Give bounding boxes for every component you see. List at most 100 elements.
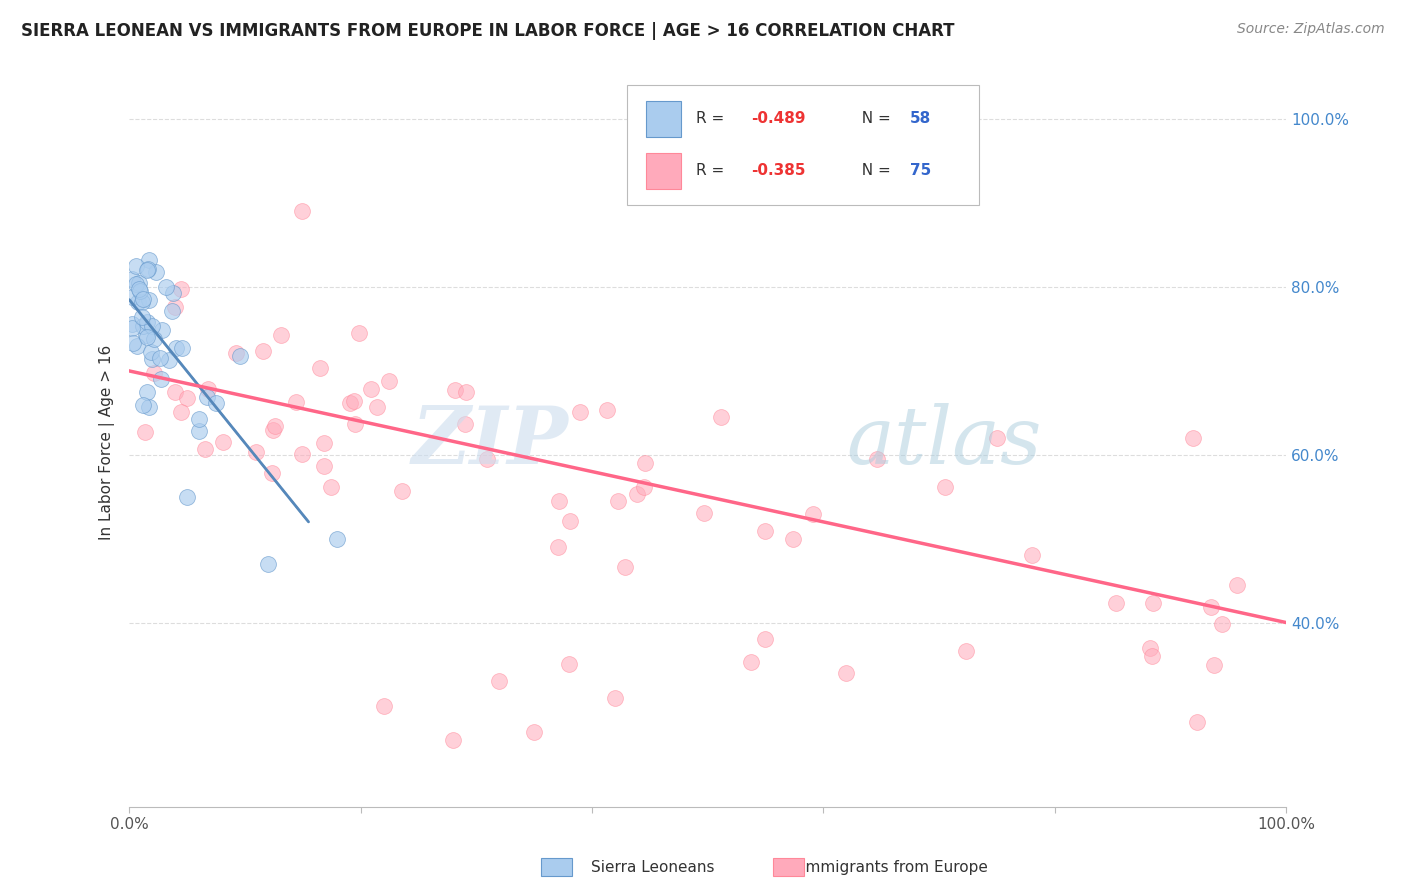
- Point: [131, 295, 153, 310]
- Point: [138, 400, 160, 414]
- Point: [596, 403, 619, 417]
- Point: [569, 405, 592, 419]
- Point: [176, 391, 198, 405]
- Point: [252, 344, 274, 359]
- Point: [1142, 649, 1164, 664]
- Text: Source: ZipAtlas.com: Source: ZipAtlas.com: [1237, 22, 1385, 37]
- Text: Sierra Leoneans: Sierra Leoneans: [591, 860, 714, 874]
- Point: [136, 330, 159, 344]
- Point: [142, 332, 165, 346]
- Point: [441, 732, 464, 747]
- Text: 58: 58: [910, 112, 931, 127]
- Point: [378, 374, 401, 388]
- FancyBboxPatch shape: [627, 85, 980, 205]
- Point: [934, 480, 956, 494]
- Point: [138, 293, 160, 307]
- Point: [955, 644, 977, 658]
- Point: [603, 690, 626, 705]
- Point: [187, 411, 209, 425]
- Point: [262, 423, 284, 437]
- Point: [125, 259, 148, 273]
- Y-axis label: In Labor Force | Age > 16: In Labor Force | Age > 16: [100, 344, 115, 540]
- Point: [150, 323, 173, 337]
- Point: [205, 395, 228, 409]
- Point: [866, 451, 889, 466]
- Point: [339, 396, 361, 410]
- Point: [212, 435, 235, 450]
- Point: [835, 665, 858, 680]
- Point: [547, 494, 569, 508]
- Point: [129, 284, 152, 298]
- Point: [141, 319, 163, 334]
- Point: [136, 385, 159, 400]
- Point: [366, 401, 388, 415]
- Text: ZIP: ZIP: [412, 403, 569, 481]
- Point: [225, 345, 247, 359]
- Point: [121, 320, 143, 334]
- Point: [165, 342, 187, 356]
- Point: [122, 335, 145, 350]
- Point: [262, 466, 284, 480]
- Point: [1211, 616, 1233, 631]
- Text: atlas: atlas: [846, 403, 1042, 481]
- Text: R =: R =: [696, 163, 730, 178]
- Point: [121, 290, 143, 304]
- Point: [160, 303, 183, 318]
- Point: [475, 452, 498, 467]
- Point: [150, 372, 173, 386]
- Point: [194, 442, 217, 456]
- Point: [228, 349, 250, 363]
- Point: [373, 699, 395, 714]
- Point: [138, 252, 160, 267]
- Point: [626, 486, 648, 500]
- Point: [187, 424, 209, 438]
- Bar: [647, 101, 681, 137]
- Point: [128, 277, 150, 291]
- Point: [444, 383, 467, 397]
- Point: [314, 459, 336, 474]
- Point: [291, 203, 314, 218]
- Point: [312, 436, 335, 450]
- Point: [782, 532, 804, 546]
- Point: [308, 361, 330, 376]
- Point: [132, 319, 155, 334]
- Point: [155, 280, 177, 294]
- Text: N =: N =: [852, 163, 896, 178]
- Point: [360, 383, 382, 397]
- Point: [170, 405, 193, 419]
- Point: [607, 494, 630, 508]
- Point: [121, 272, 143, 286]
- Point: [165, 300, 187, 314]
- Point: [754, 632, 776, 647]
- Point: [740, 655, 762, 669]
- Point: [634, 456, 657, 470]
- Point: [157, 353, 180, 368]
- Point: [141, 351, 163, 366]
- Point: [121, 317, 143, 331]
- Point: [176, 490, 198, 504]
- Text: SIERRA LEONEAN VS IMMIGRANTS FROM EUROPE IN LABOR FORCE | AGE > 16 CORRELATION C: SIERRA LEONEAN VS IMMIGRANTS FROM EUROPE…: [21, 22, 955, 40]
- Point: [132, 398, 155, 412]
- Point: [165, 385, 187, 400]
- Point: [801, 507, 824, 521]
- Point: [1139, 641, 1161, 656]
- Point: [125, 339, 148, 353]
- Point: [135, 315, 157, 329]
- Point: [453, 417, 475, 431]
- Point: [754, 524, 776, 538]
- Point: [139, 344, 162, 359]
- Point: [1201, 600, 1223, 615]
- Point: [131, 292, 153, 306]
- Text: N =: N =: [852, 112, 896, 127]
- Point: [1226, 578, 1249, 592]
- Text: -0.489: -0.489: [752, 112, 806, 127]
- Point: [245, 444, 267, 458]
- Point: [986, 431, 1008, 445]
- Point: [710, 410, 733, 425]
- Point: [1185, 714, 1208, 729]
- Point: [1105, 596, 1128, 610]
- Point: [1142, 596, 1164, 610]
- Point: [170, 282, 193, 296]
- Point: [488, 674, 510, 689]
- Point: [145, 265, 167, 279]
